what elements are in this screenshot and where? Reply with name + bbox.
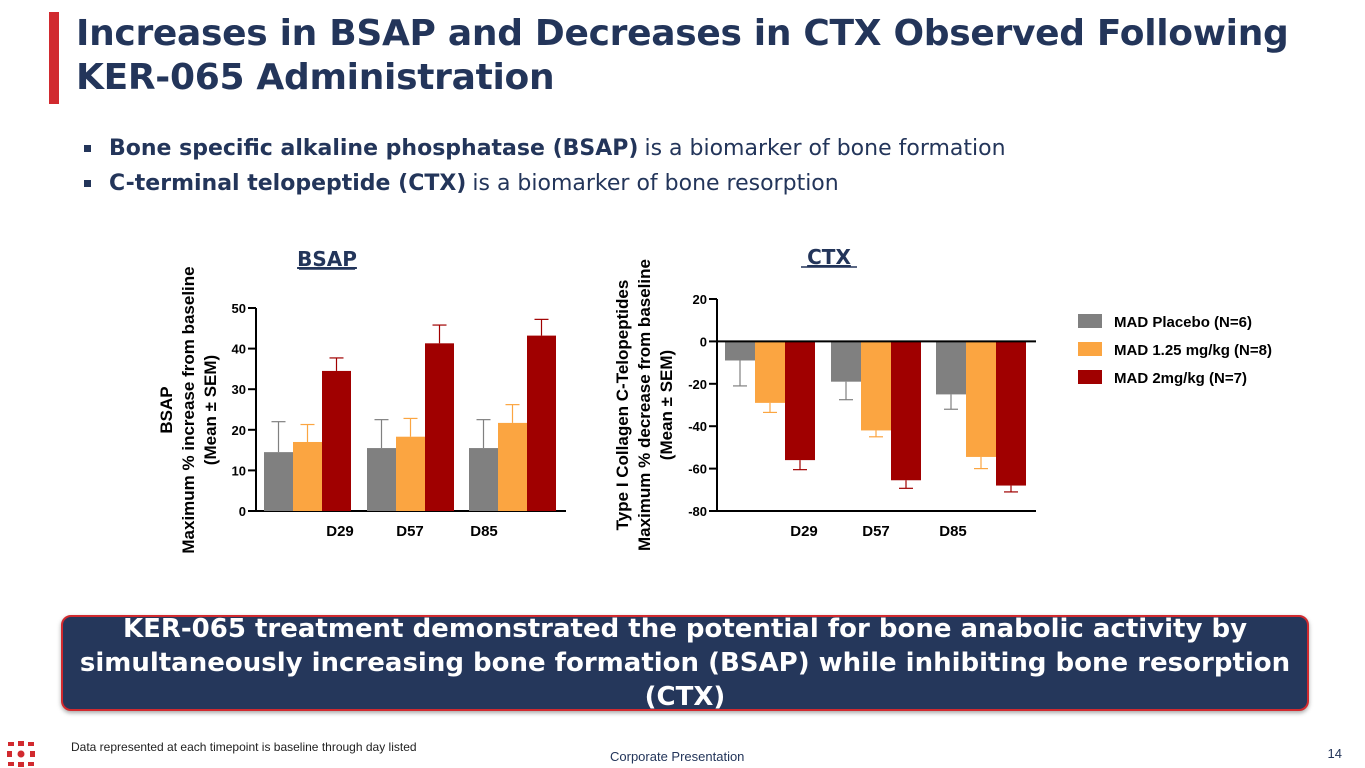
bar-bsap-d85-s1 <box>498 422 527 511</box>
bar-bsap-d29-s0 <box>264 452 293 511</box>
y-axis-label-line: BSAP <box>157 386 176 433</box>
x-category-label: D29 <box>790 523 818 540</box>
x-category-label: D29 <box>326 523 354 540</box>
bullet-item: C-terminal telopeptide (CTX) is a biomar… <box>84 166 1006 201</box>
y-axis-label-line: (Mean ± SEM) <box>201 355 220 465</box>
bar-ctx-d57-s2 <box>891 341 921 481</box>
bar-bsap-d85-s2 <box>527 335 556 511</box>
footnote: Data represented at each timepoint is ba… <box>71 740 417 754</box>
title-line-1: Increases in BSAP and Decreases in CTX O… <box>76 13 1289 54</box>
footer-label: Corporate Presentation <box>610 749 745 764</box>
y-tick-label: -80 <box>688 504 707 519</box>
bar-ctx-d57-s0 <box>831 341 861 382</box>
y-axis-label-line: Type I Collagen C-Telopeptides <box>613 280 632 531</box>
bar-ctx-d57-s1 <box>861 341 891 431</box>
slide-title: Increases in BSAP and Decreases in CTX O… <box>76 12 1316 100</box>
chart-title: CTX <box>807 245 851 269</box>
bullet-text: is a biomarker of bone resorption <box>472 171 839 196</box>
bullet-bold-text: Bone specific alkaline phosphatase (BSAP… <box>109 136 639 161</box>
y-tick-label: -20 <box>688 377 707 392</box>
callout-line-2: simultaneously increasing bone formation… <box>79 648 1291 712</box>
square-bullet-icon <box>84 145 91 152</box>
bar-ctx-d29-s0 <box>725 341 755 361</box>
x-category-label: D57 <box>396 523 424 540</box>
legend-swatch <box>1078 314 1102 328</box>
legend-label: MAD 2mg/kg (N=7) <box>1114 370 1247 387</box>
bullet-item: Bone specific alkaline phosphatase (BSAP… <box>84 131 1006 166</box>
y-axis-label-line: Maximum % decrease from baseline <box>635 259 654 551</box>
title-accent-bar <box>49 12 59 104</box>
bullet-text: is a biomarker of bone formation <box>644 136 1006 161</box>
bar-bsap-d85-s0 <box>469 448 498 511</box>
company-logo-icon <box>7 741 35 767</box>
x-category-label: D85 <box>939 523 967 540</box>
key-takeaway-callout: KER-065 treatment demonstrated the poten… <box>61 614 1309 712</box>
bar-bsap-d57-s1 <box>396 436 425 511</box>
square-bullet-icon <box>84 180 91 187</box>
y-tick-label: -40 <box>688 419 707 434</box>
y-tick-label: 20 <box>693 292 707 307</box>
y-tick-label: 40 <box>232 342 246 357</box>
x-category-label: D57 <box>862 523 890 540</box>
bar-bsap-d57-s0 <box>367 448 396 511</box>
bullet-bold-text: C-terminal telopeptide (CTX) <box>109 171 467 196</box>
bar-ctx-d85-s0 <box>936 341 966 395</box>
legend-swatch <box>1078 342 1102 356</box>
y-tick-label: 50 <box>232 301 246 316</box>
bar-ctx-d85-s1 <box>966 341 996 457</box>
legend-label: MAD 1.25 mg/kg (N=8) <box>1114 342 1272 359</box>
bar-bsap-d29-s2 <box>322 370 351 511</box>
y-tick-label: 20 <box>232 423 246 438</box>
x-category-label: D85 <box>470 523 498 540</box>
y-axis-label-line: Maximum % increase from baseline <box>179 266 198 553</box>
bar-ctx-d29-s1 <box>755 341 785 403</box>
legend-swatch <box>1078 370 1102 384</box>
bar-bsap-d57-s2 <box>425 343 454 511</box>
callout-line-1: KER-065 treatment demonstrated the poten… <box>122 614 1248 644</box>
title-line-2: KER-065 Administration <box>76 57 555 98</box>
y-tick-label: 30 <box>232 382 246 397</box>
y-tick-label: 0 <box>700 334 707 349</box>
y-tick-label: -60 <box>688 462 707 477</box>
bar-ctx-d85-s2 <box>996 341 1026 486</box>
chart-title: BSAP <box>297 247 357 271</box>
legend-label: MAD Placebo (N=6) <box>1114 314 1252 331</box>
y-tick-label: 0 <box>239 504 246 519</box>
y-tick-label: 10 <box>232 463 246 478</box>
y-axis-label-line: (Mean ± SEM) <box>657 350 676 460</box>
bar-ctx-d29-s2 <box>785 341 815 461</box>
bullet-list: Bone specific alkaline phosphatase (BSAP… <box>84 131 1006 201</box>
bar-bsap-d29-s1 <box>293 441 322 511</box>
page-number: 14 <box>1327 746 1342 761</box>
